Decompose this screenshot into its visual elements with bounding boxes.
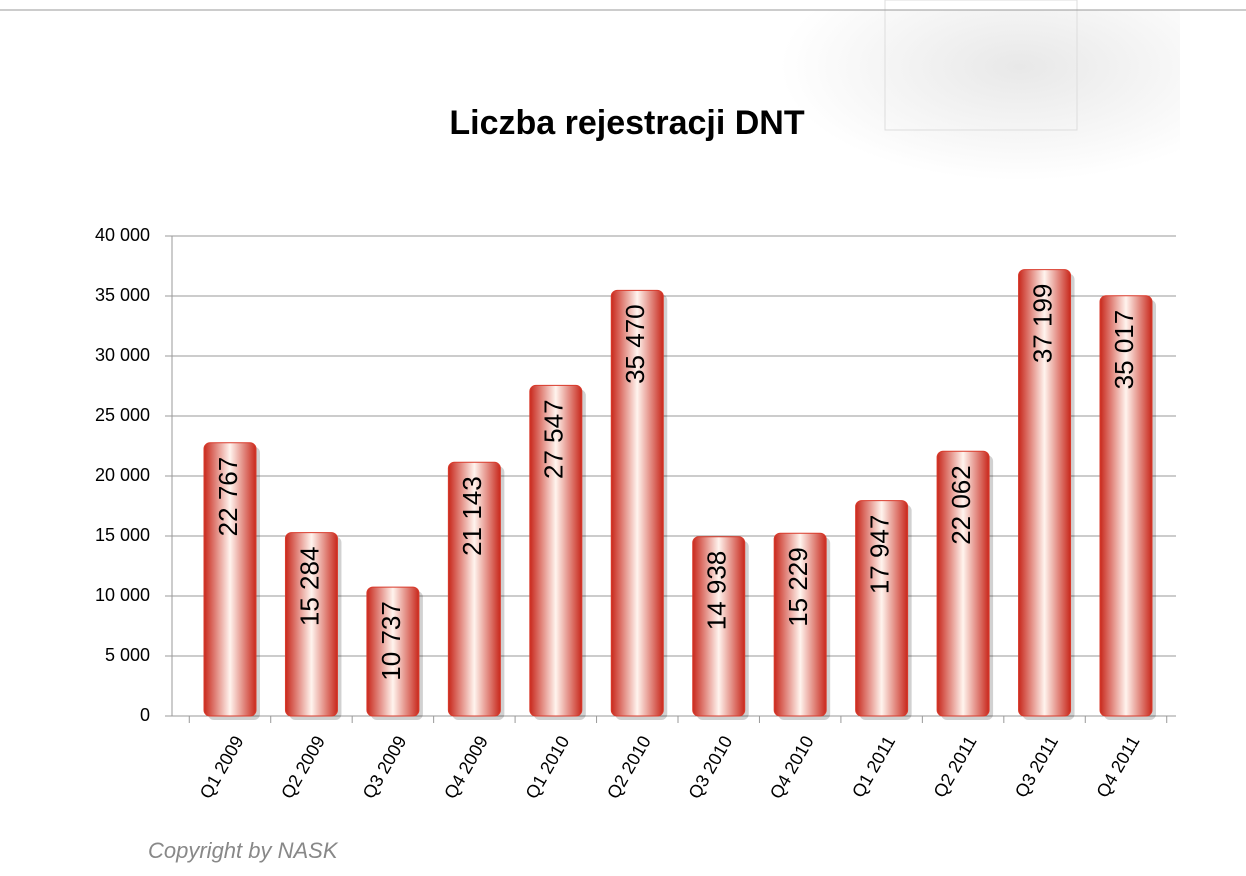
- bar: [610, 289, 664, 717]
- x-tick-label: Q3 2011: [1011, 732, 1062, 801]
- x-tick-label: Q3 2009: [359, 732, 411, 802]
- y-tick-label: 40 000: [95, 225, 150, 245]
- y-tick-label: 20 000: [95, 465, 150, 485]
- data-label: 15 229: [783, 547, 813, 627]
- data-label: 14 938: [702, 551, 732, 631]
- data-label: 22 062: [946, 465, 976, 545]
- footer: Copyright by NASK: [148, 838, 339, 863]
- y-tick-label: 5 000: [105, 645, 150, 665]
- data-label: 22 767: [213, 457, 243, 537]
- data-label: 35 470: [620, 304, 650, 384]
- y-tick-label: 10 000: [95, 585, 150, 605]
- decoration: [884, 0, 1078, 131]
- data-label: 27 547: [539, 399, 569, 479]
- data-label: 15 284: [294, 547, 324, 627]
- bar: [203, 442, 257, 717]
- x-tick-label: Q3 2010: [684, 732, 736, 802]
- bar: [855, 500, 909, 717]
- x-tick-label: Q1 2011: [848, 732, 899, 801]
- y-tick-label: 30 000: [95, 345, 150, 365]
- bar: [529, 384, 583, 717]
- y-tick-label: 0: [140, 705, 150, 725]
- bar: [1018, 269, 1072, 717]
- bar: [447, 461, 501, 717]
- data-label: 10 737: [376, 601, 406, 681]
- bar: [692, 536, 746, 717]
- x-tick-label: Q4 2010: [766, 732, 818, 802]
- chart-title: Liczba rejestracji DNT: [449, 104, 804, 142]
- data-label: 37 199: [1027, 284, 1057, 364]
- data-label: 21 143: [457, 476, 487, 556]
- bar: [1099, 295, 1153, 717]
- x-tick-label: Q2 2010: [603, 732, 655, 802]
- y-tick-label: 25 000: [95, 405, 150, 425]
- y-tick-label: 15 000: [95, 525, 150, 545]
- x-tick-label: Q1 2010: [522, 732, 574, 802]
- y-tick-label: 35 000: [95, 285, 150, 305]
- bar: [936, 450, 990, 717]
- data-label: 35 017: [1109, 310, 1139, 390]
- bar: [366, 586, 420, 717]
- data-label: 17 947: [865, 515, 895, 595]
- x-tick-label: Q1 2009: [196, 732, 248, 802]
- x-tick-label: Q4 2009: [440, 732, 492, 802]
- x-tick-label: Q4 2011: [1092, 732, 1143, 801]
- x-tick-label: Q2 2009: [277, 732, 329, 802]
- bar: [773, 532, 827, 717]
- decoration: [780, 10, 1180, 200]
- x-tick-label: Q2 2011: [929, 732, 980, 801]
- bar: [284, 532, 338, 717]
